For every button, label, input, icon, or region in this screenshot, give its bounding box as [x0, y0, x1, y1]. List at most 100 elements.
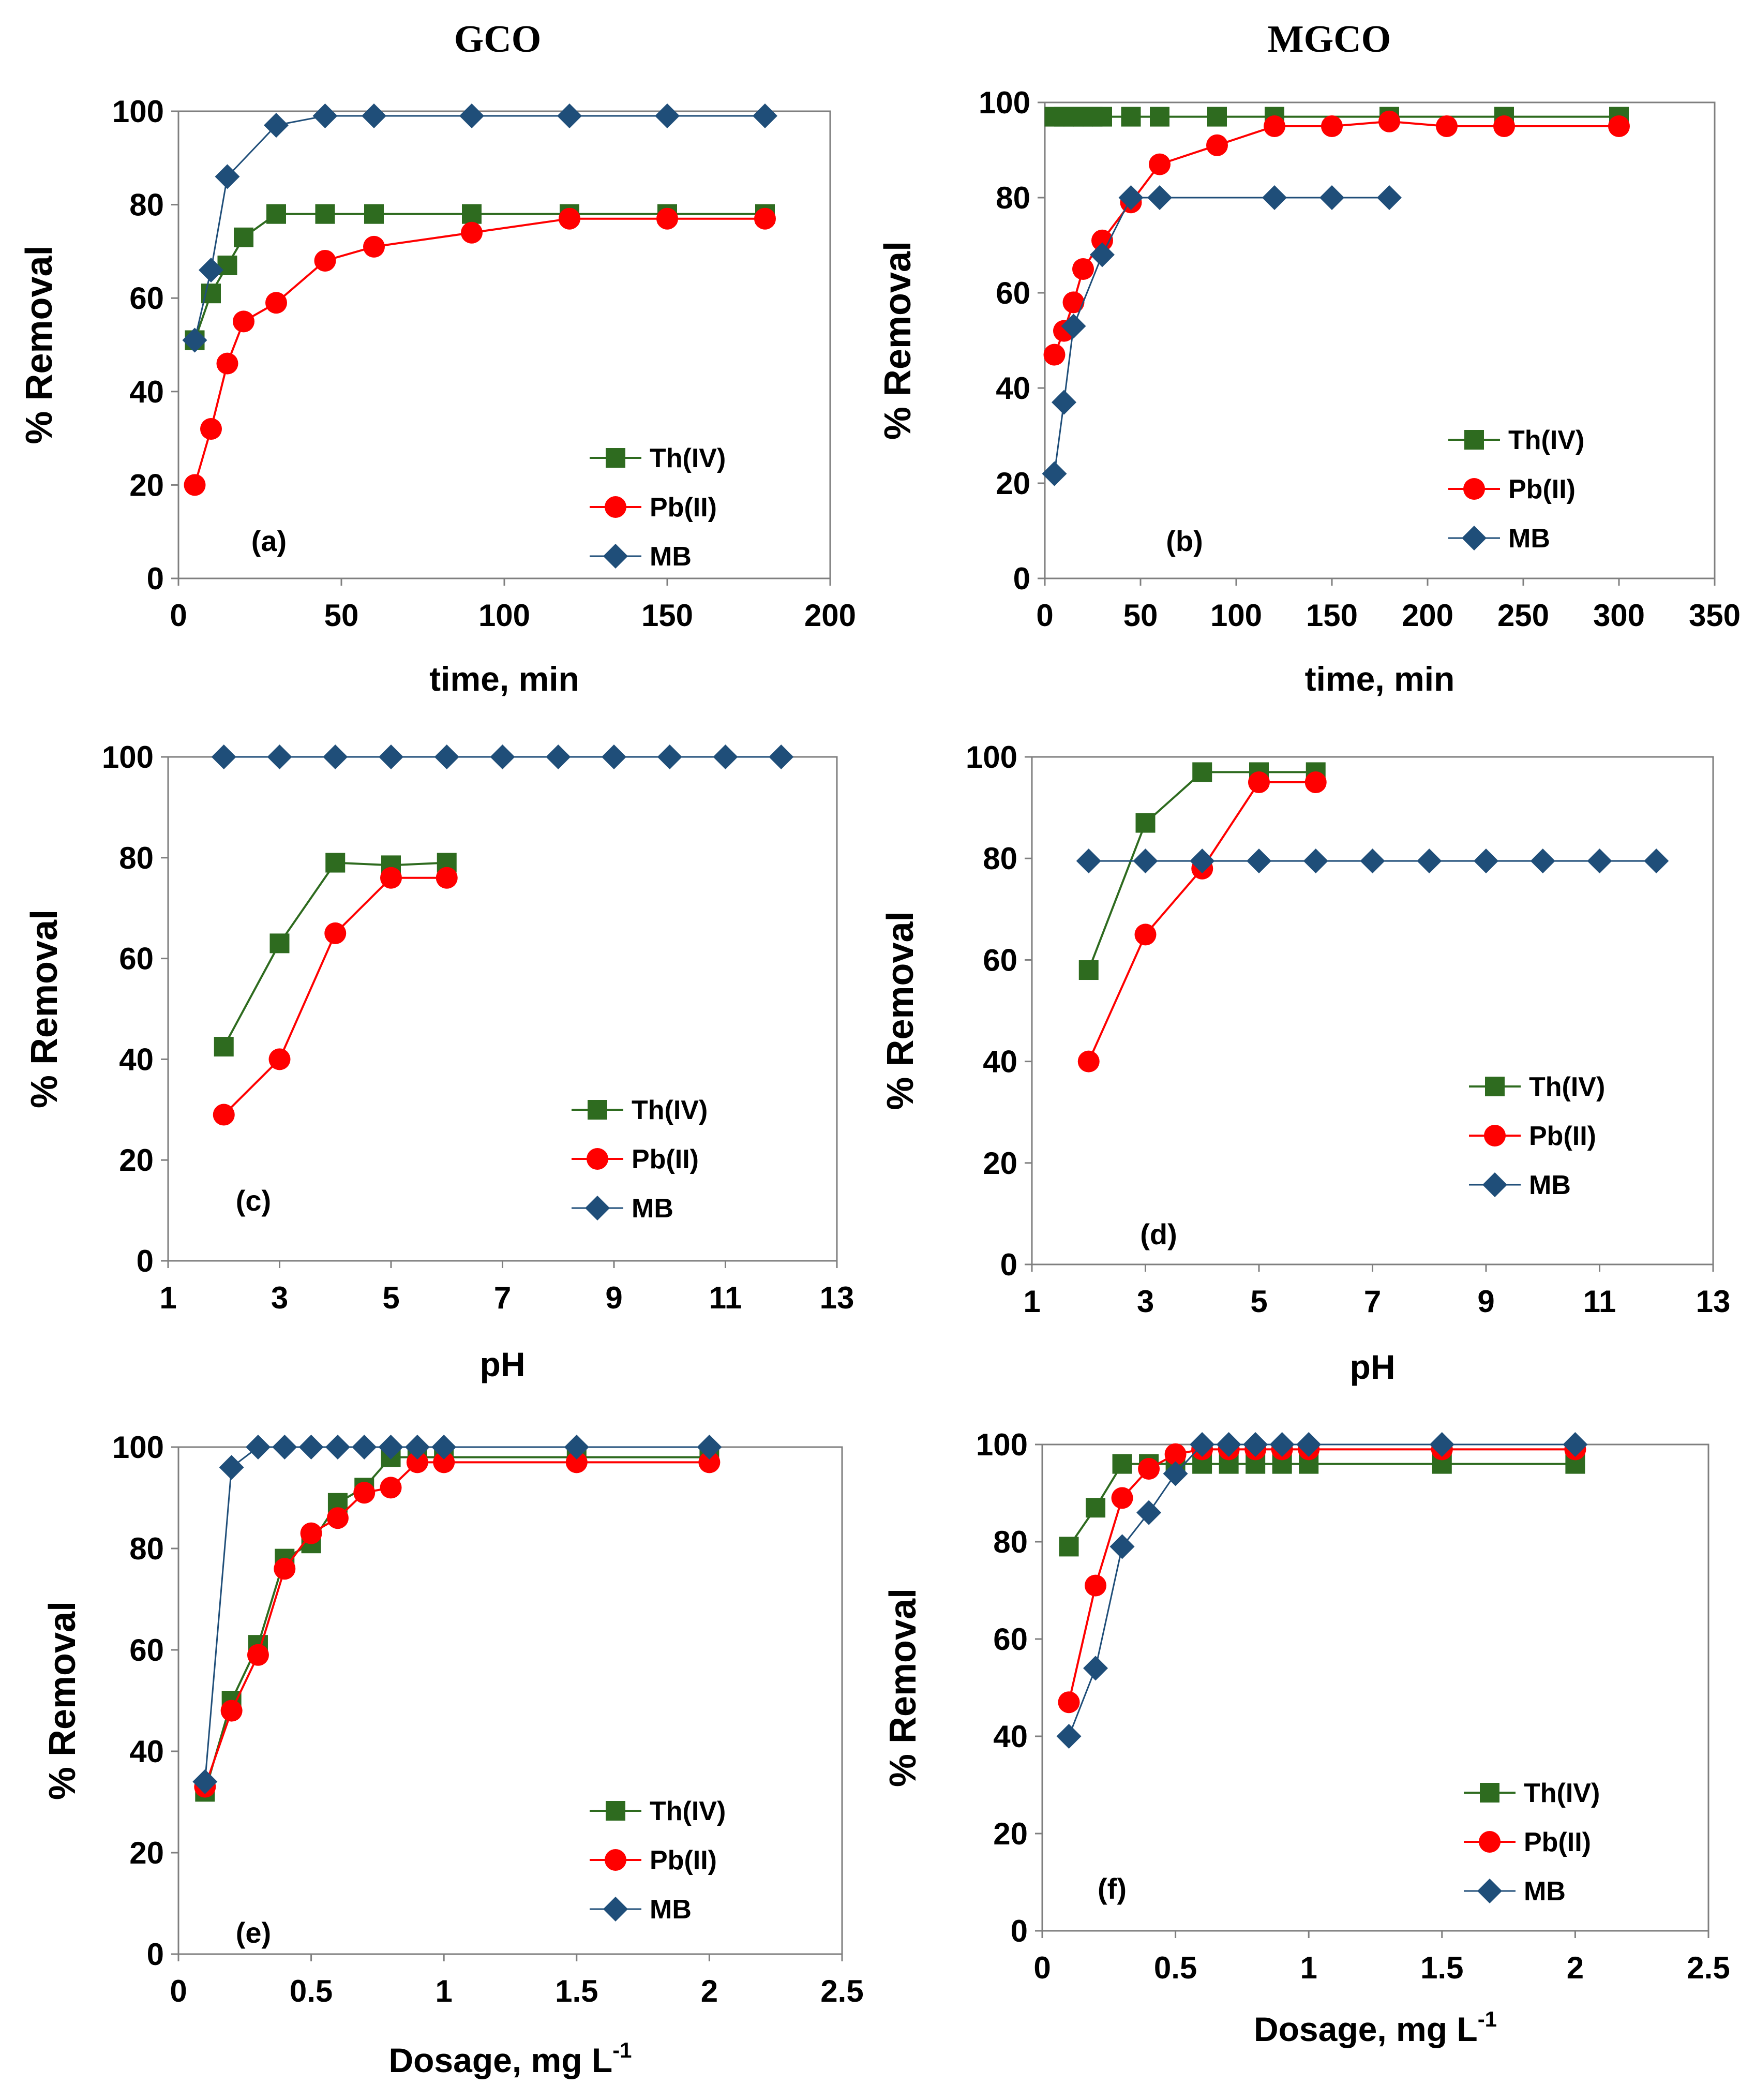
legend: Th(IV) Pb(II) MB [1464, 1778, 1600, 1907]
x-tick-label: 0 [1036, 598, 1053, 633]
panel-tag: (b) [1166, 525, 1203, 557]
x-tick-label: 1 [436, 1974, 453, 2008]
x-tick-label: 200 [1402, 598, 1453, 633]
legend-label-pb: Pb(II) [1524, 1827, 1591, 1857]
x-tick-label: 250 [1497, 598, 1549, 633]
legend-marker-th [606, 448, 625, 468]
data-point-mb [1644, 848, 1669, 874]
data-point-th [1192, 762, 1212, 782]
data-point-mb [1429, 1432, 1454, 1457]
data-point-th [325, 853, 346, 873]
data-point-mb [182, 327, 207, 353]
y-tick-label: 60 [983, 943, 1017, 977]
data-point-pb [1206, 134, 1228, 156]
data-point-th [462, 204, 482, 224]
data-point-pb [406, 1451, 428, 1473]
data-point-pb [184, 474, 206, 496]
data-point-th [1207, 107, 1227, 127]
series-line-mb [1068, 1443, 1576, 1737]
data-point-pb [268, 1048, 291, 1070]
data-point-mb [1056, 1724, 1082, 1749]
x-tick-label: 9 [1477, 1284, 1494, 1319]
x-axis-label: pH [1350, 1348, 1396, 1386]
data-point-pb [326, 1507, 349, 1529]
data-point-mb [1190, 848, 1215, 874]
data-point-mb [557, 103, 582, 129]
data-point-pb [200, 418, 222, 440]
legend-label-pb: Pb(II) [1529, 1121, 1596, 1151]
data-point-mb [546, 744, 571, 769]
legend-marker-th [1480, 1783, 1499, 1803]
data-point-mb [404, 1435, 430, 1459]
legend-marker-pb [605, 1849, 626, 1871]
x-tick-label: 13 [820, 1280, 854, 1315]
y-tick-label: 20 [983, 1146, 1017, 1181]
series-mb [1076, 848, 1669, 874]
data-point-pb [216, 352, 238, 375]
data-point-pb [1149, 153, 1171, 175]
data-point-th [1092, 107, 1112, 127]
data-point-mb [1147, 185, 1172, 210]
plot-frame [177, 1446, 843, 1955]
data-point-mb [1083, 1656, 1108, 1681]
data-point-th [266, 204, 286, 224]
x-tick-label: 2 [1567, 1950, 1584, 1985]
data-point-mb [431, 1435, 457, 1459]
x-axis-label: Dosage, mg L-1 [388, 2038, 632, 2079]
legend-label-pb: Pb(II) [650, 493, 717, 523]
series-pb [1043, 110, 1630, 366]
data-point-mb [1118, 185, 1144, 210]
x-tick-label: 350 [1689, 598, 1741, 633]
data-point-mb [655, 103, 680, 129]
y-tick-label: 40 [996, 371, 1030, 406]
data-point-mb [657, 744, 682, 769]
data-point-pb [1608, 115, 1630, 137]
legend-marker-pb [1479, 1831, 1501, 1853]
data-point-pb [220, 1700, 243, 1722]
data-point-th [1086, 1498, 1106, 1518]
series-line-pb [1087, 781, 1316, 1062]
data-point-mb [769, 744, 794, 769]
legend-label-pb: Pb(II) [1508, 474, 1576, 504]
data-point-mb [1163, 1461, 1188, 1486]
legend-label-th: Th(IV) [1524, 1778, 1600, 1808]
data-point-mb [379, 744, 403, 769]
data-point-pb [1058, 1691, 1080, 1714]
x-tick-label: 100 [478, 598, 530, 633]
legend-marker-mb [603, 1897, 628, 1922]
x-tick-label: 0 [170, 598, 187, 633]
y-tick-label: 100 [976, 1427, 1028, 1462]
data-point-pb [565, 1451, 588, 1473]
legend-marker-th [588, 1100, 607, 1120]
series-mb [211, 744, 794, 769]
legend-label-pb: Pb(II) [650, 1845, 717, 1875]
legend-label-th: Th(IV) [1508, 425, 1584, 455]
series-pb [194, 1451, 721, 1798]
x-tick-label: 1.5 [1420, 1950, 1463, 1985]
legend: Th(IV) Pb(II) MB [1448, 425, 1584, 554]
legend-label-mb: MB [650, 542, 692, 572]
y-tick-label: 80 [119, 841, 154, 875]
x-axis-label-superscript: -1 [1478, 2007, 1497, 2031]
legend: Th(IV) Pb(II) MB [590, 443, 726, 572]
data-point-mb [1474, 848, 1498, 874]
data-point-pb [274, 1558, 296, 1580]
legend: Th(IV) Pb(II) MB [1469, 1072, 1605, 1200]
data-point-mb [312, 103, 338, 129]
y-tick-label: 0 [137, 1244, 154, 1278]
series-line-pb [223, 876, 447, 1115]
data-point-mb [1133, 848, 1158, 874]
series-line-mb [204, 1446, 710, 1782]
data-point-mb [1296, 1432, 1322, 1457]
data-point-mb [1530, 848, 1555, 874]
data-point-th [234, 227, 253, 247]
data-point-pb [1091, 229, 1113, 251]
y-tick-label: 80 [996, 181, 1030, 215]
series-line-th [222, 861, 447, 1047]
series-line-pb [204, 1461, 710, 1788]
data-point-mb [215, 164, 240, 189]
plot-frame [1044, 101, 1716, 579]
data-point-pb [265, 292, 287, 314]
data-point-pb [247, 1644, 269, 1666]
